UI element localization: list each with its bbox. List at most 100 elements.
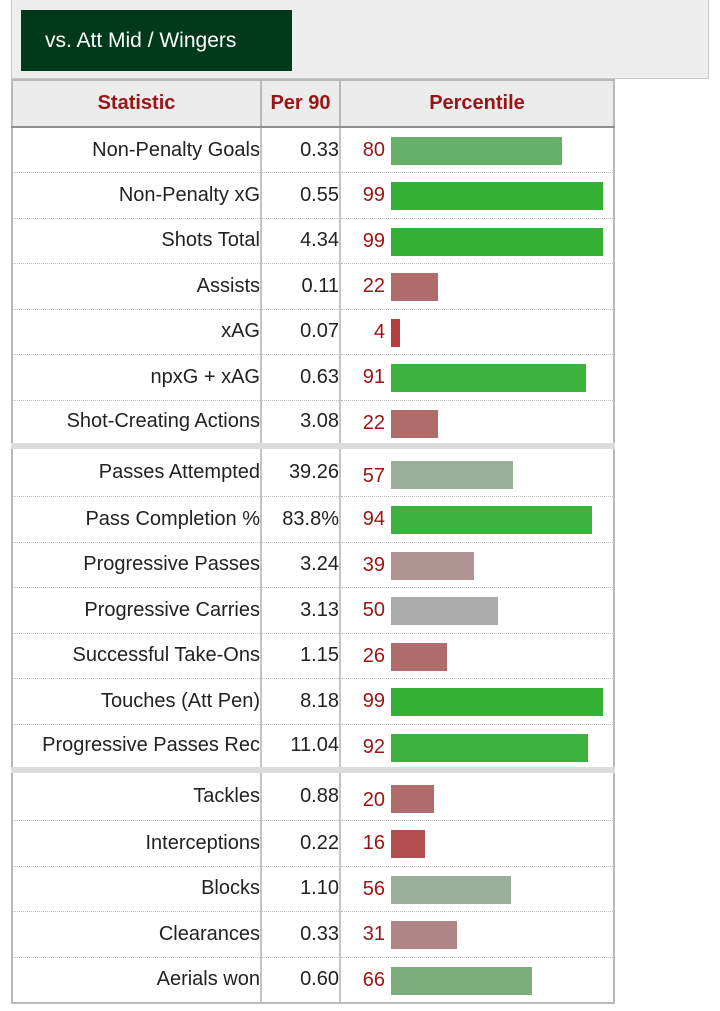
per90-value: 3.13 — [261, 587, 341, 634]
table-body: Non-Penalty Goals 0.33 80 Non-Penalty xG 0.5… — [11, 127, 615, 1004]
stat-name: Touches (Att Pen) — [11, 678, 262, 725]
per90-value: 0.33 — [261, 911, 341, 958]
header-percentile[interactable]: Percentile — [339, 79, 615, 128]
per90-value: 1.10 — [261, 866, 341, 912]
stat-name: Interceptions — [11, 820, 262, 867]
stat-name: Shot-Creating Actions — [11, 400, 262, 446]
table-row: Assists 0.11 22 — [11, 263, 615, 310]
stat-name: Clearances — [11, 911, 262, 958]
percentile-bar — [391, 966, 532, 995]
per90-value: 0.88 — [261, 766, 341, 821]
stat-name: Assists — [11, 263, 262, 310]
stat-name: Progressive Passes Rec — [11, 724, 262, 770]
table-row: Tackles 0.88 20 — [11, 766, 615, 821]
percentile-bar — [391, 784, 434, 813]
percentile-value: 56 — [362, 877, 385, 900]
table-row: Touches (Att Pen) 8.18 99 — [11, 678, 615, 725]
percentile-value: 92 — [362, 735, 385, 758]
percentile-cell: 31 — [340, 911, 615, 958]
percentile-value: 22 — [362, 411, 385, 434]
per90-value: 3.24 — [261, 542, 341, 588]
percentile-bar — [391, 409, 438, 438]
per90-value: 11.04 — [261, 724, 341, 770]
percentile-cell: 56 — [340, 866, 615, 912]
per90-value: 3.08 — [261, 400, 341, 446]
percentile-value: 22 — [362, 275, 385, 297]
percentile-value: 99 — [362, 690, 385, 712]
percentile-value: 80 — [362, 139, 385, 161]
percentile-value: 99 — [362, 184, 385, 206]
stat-name: Progressive Passes — [11, 542, 262, 588]
table-row: xAG 0.07 4 — [11, 309, 615, 355]
percentile-cell: 99 — [340, 218, 615, 264]
per90-value: 0.07 — [261, 309, 341, 355]
stat-name: Non-Penalty xG — [11, 172, 262, 219]
stat-name: Tackles — [11, 766, 262, 821]
table-row: Progressive Carries 3.13 50 — [11, 587, 615, 634]
percentile-bar — [391, 273, 438, 301]
percentile-cell: 92 — [340, 724, 615, 770]
percentile-cell: 4 — [340, 309, 615, 355]
table-row: Successful Take-Ons 1.15 26 — [11, 633, 615, 679]
table-row: Shot-Creating Actions 3.08 22 — [11, 400, 615, 446]
table-row: Pass Completion % 83.8% 94 — [11, 496, 615, 543]
stat-name: Passes Attempted — [11, 442, 262, 497]
percentile-bar — [391, 597, 498, 625]
stat-name: xAG — [11, 309, 262, 355]
percentile-cell: 80 — [340, 127, 615, 173]
percentile-cell: 66 — [340, 957, 615, 1004]
header-per90[interactable]: Per 90 — [260, 79, 341, 128]
percentile-value: 99 — [362, 229, 385, 252]
percentile-bar — [391, 137, 562, 165]
per90-value: 39.26 — [261, 442, 341, 497]
tab-att-mid-wingers[interactable]: vs. Att Mid / Wingers — [21, 10, 292, 71]
percentile-value: 91 — [362, 366, 385, 388]
per90-value: 1.15 — [261, 633, 341, 679]
stat-name: Non-Penalty Goals — [11, 127, 262, 173]
table-row: Interceptions 0.22 16 — [11, 820, 615, 867]
percentile-value: 39 — [362, 553, 385, 576]
per90-value: 83.8% — [261, 496, 341, 543]
per90-value: 4.34 — [261, 218, 341, 264]
percentile-bar — [391, 642, 447, 671]
stat-name: Successful Take-Ons — [11, 633, 262, 679]
per90-value: 0.63 — [261, 354, 341, 401]
per90-value: 0.55 — [261, 172, 341, 219]
percentile-cell: 22 — [340, 400, 615, 446]
per90-value: 0.33 — [261, 127, 341, 173]
percentile-cell: 91 — [340, 354, 615, 401]
percentile-value: 20 — [362, 788, 385, 811]
percentile-bar — [391, 364, 586, 392]
percentile-value: 57 — [362, 464, 385, 487]
stat-name: Pass Completion % — [11, 496, 262, 543]
table-row: Progressive Passes 3.24 39 — [11, 542, 615, 588]
percentile-value: 94 — [362, 508, 385, 530]
table-row: Progressive Passes Rec 11.04 92 — [11, 724, 615, 770]
table-row: Shots Total 4.34 99 — [11, 218, 615, 264]
percentile-value: 26 — [362, 644, 385, 667]
percentile-cell: 39 — [340, 542, 615, 588]
percentile-value: 4 — [373, 320, 385, 343]
table-row: Non-Penalty xG 0.55 99 — [11, 172, 615, 219]
percentile-bar — [391, 460, 513, 489]
percentile-cell: 94 — [340, 496, 615, 543]
table-row: npxG + xAG 0.63 91 — [11, 354, 615, 401]
per90-value: 0.22 — [261, 820, 341, 867]
percentile-value: 16 — [362, 832, 385, 854]
table-row: Blocks 1.10 56 — [11, 866, 615, 912]
header-statistic[interactable]: Statistic — [11, 79, 262, 128]
percentile-value: 31 — [362, 923, 385, 945]
stat-name: npxG + xAG — [11, 354, 262, 401]
percentile-bar — [391, 227, 603, 256]
table-row: Clearances 0.33 31 — [11, 911, 615, 958]
per90-value: 8.18 — [261, 678, 341, 725]
percentile-cell: 57 — [340, 442, 615, 497]
percentile-cell: 99 — [340, 172, 615, 219]
percentile-bar — [391, 733, 588, 762]
per90-value: 0.11 — [261, 263, 341, 310]
stat-name: Aerials won — [11, 957, 262, 1004]
percentile-cell: 26 — [340, 633, 615, 679]
percentile-bar — [391, 506, 592, 534]
table-row: Passes Attempted 39.26 57 — [11, 442, 615, 497]
percentile-value: 50 — [362, 599, 385, 621]
